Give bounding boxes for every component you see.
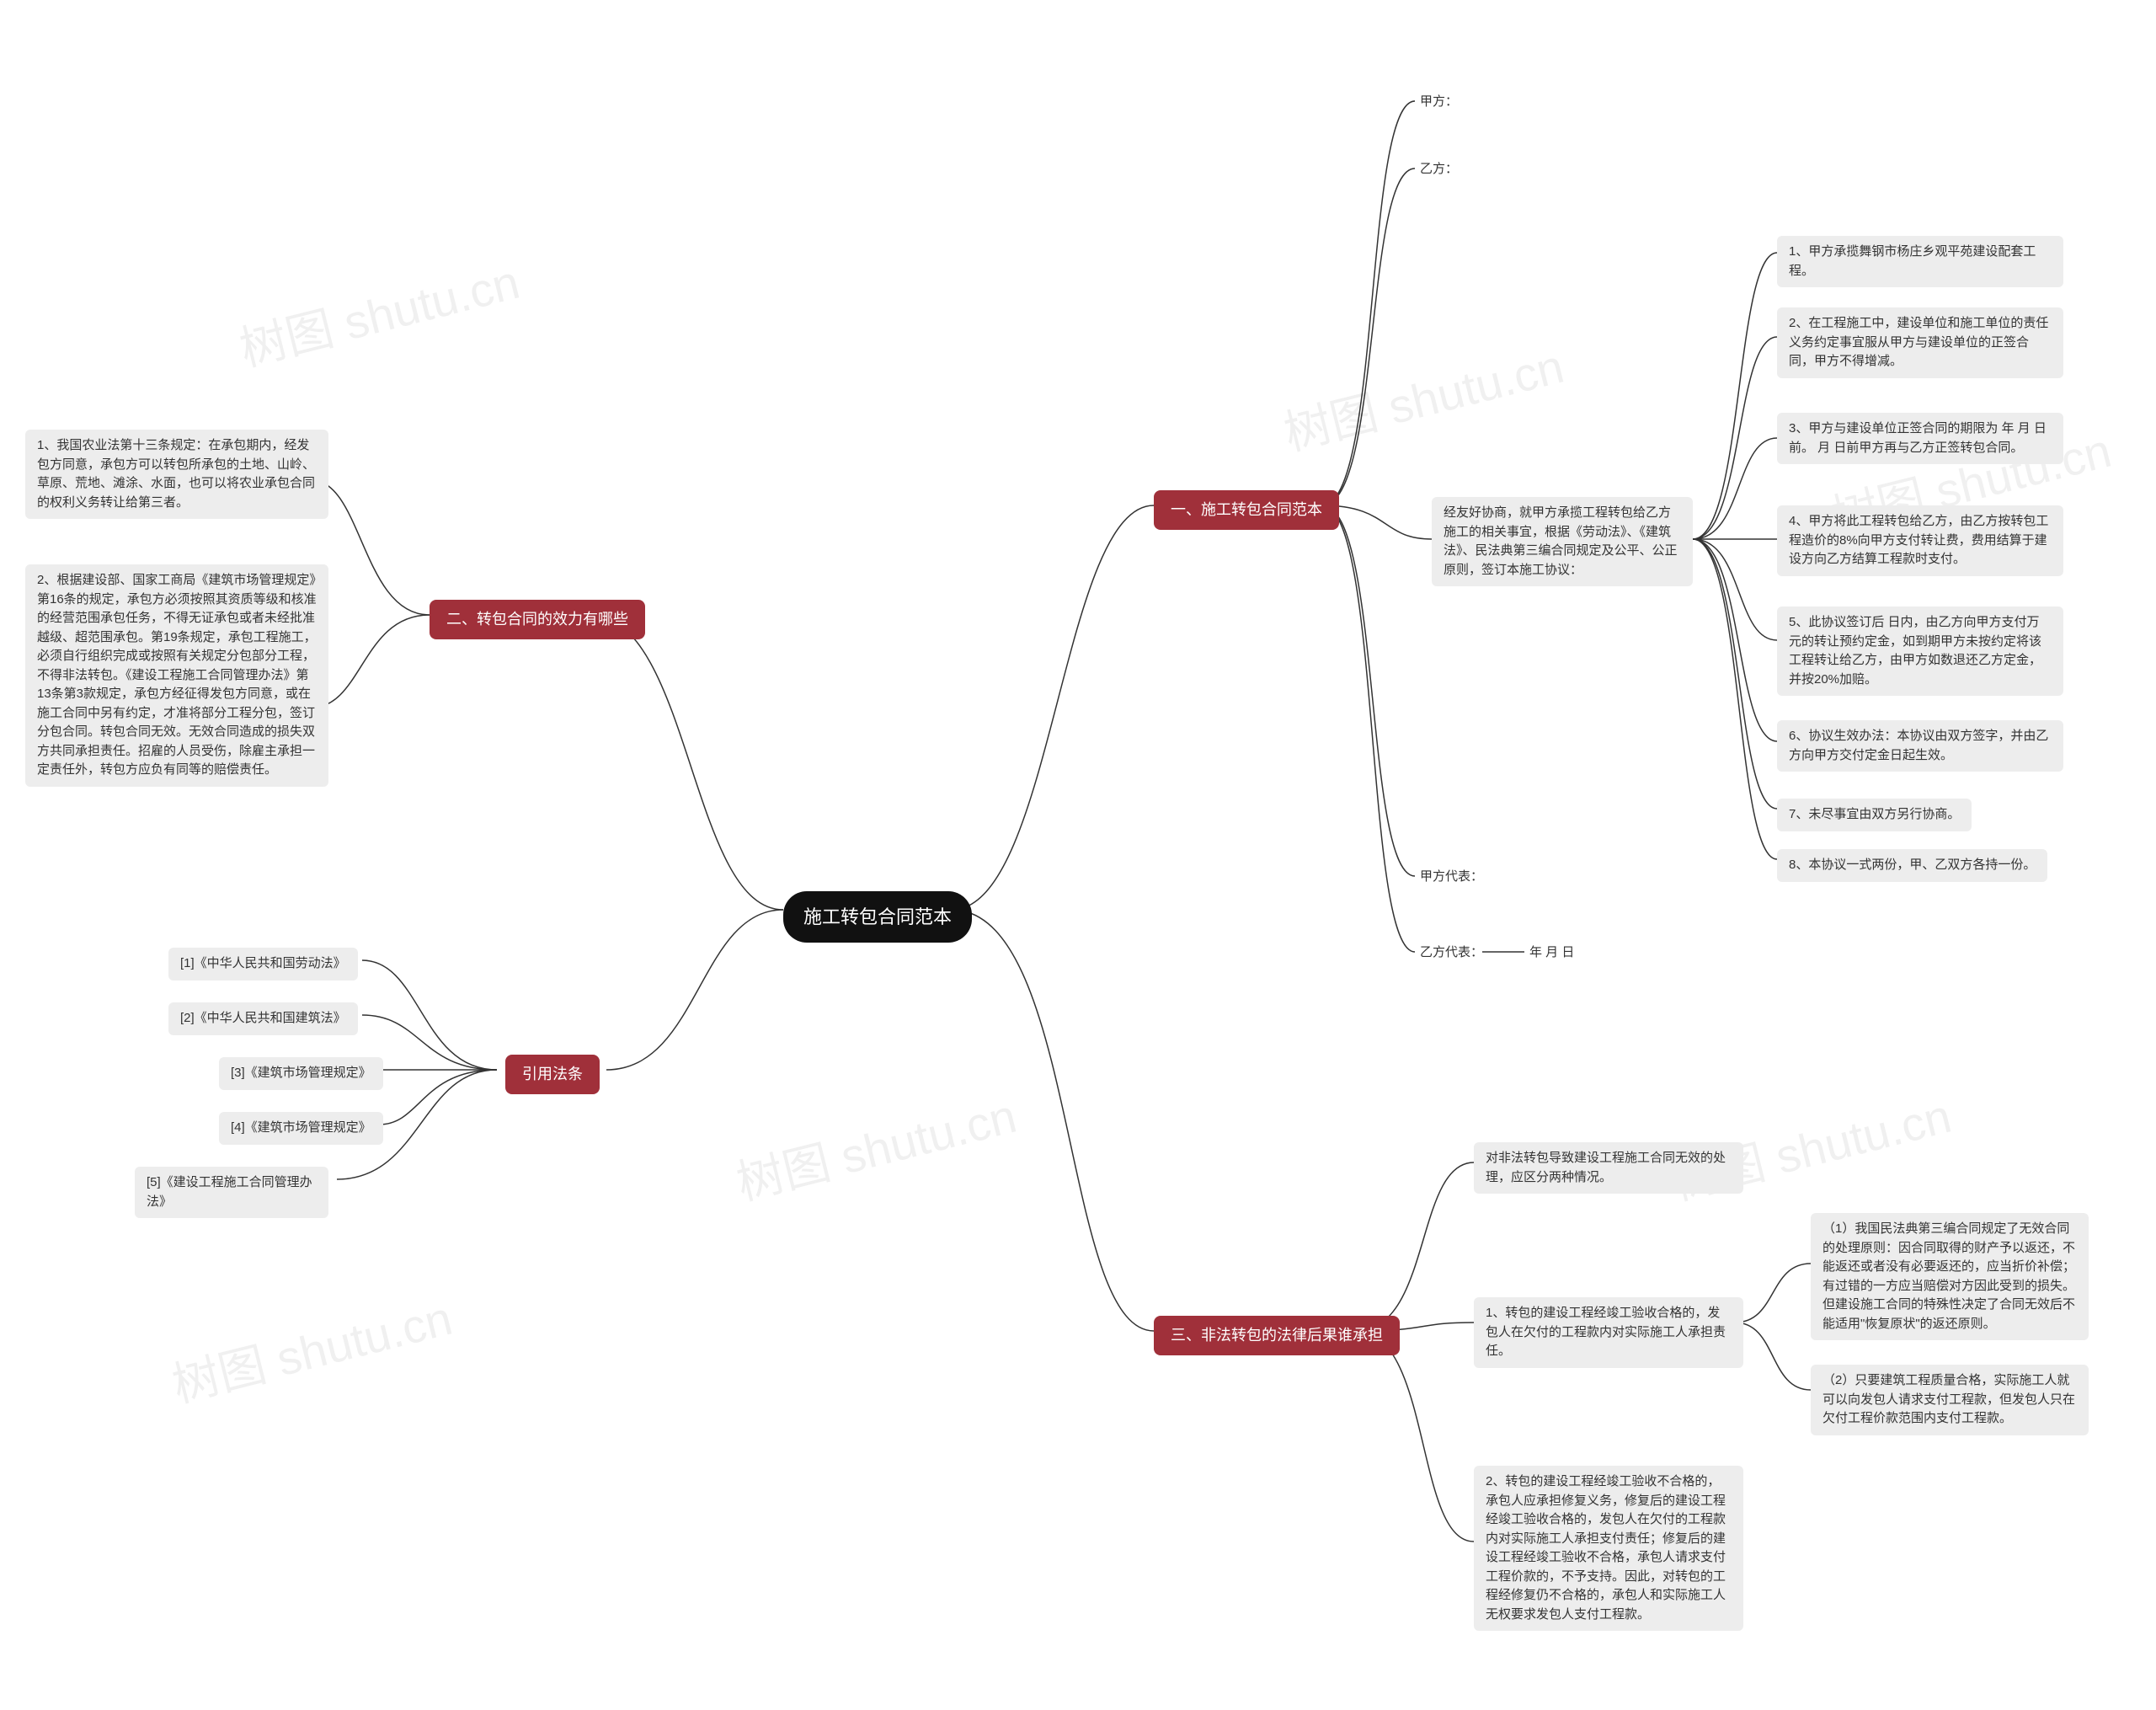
branch-4[interactable]: 引用法条 <box>505 1055 600 1094</box>
branch4-item-1: [1]《中华人民共和国劳动法》 <box>168 948 358 981</box>
branch2-item-1: 1、我国农业法第十三条规定：在承包期内，经发包方同意，承包方可以转包所承包的土地… <box>25 430 328 519</box>
watermark: 树图 shutu.cn <box>232 244 526 380</box>
branch1-item-6: 6、协议生效办法：本协议由双方签字，并由乙方向甲方交付定金日起生效。 <box>1777 720 2063 772</box>
branch1-item-3: 3、甲方与建设单位正签合同的期限为 年 月 日前。 月 日前甲方再与乙方正签转包… <box>1777 413 2063 464</box>
branch1-item-7: 7、未尽事宜由双方另行协商。 <box>1777 799 1972 831</box>
branch4-item-4: [4]《建筑市场管理规定》 <box>219 1112 383 1145</box>
branch3-item-1-sub-2: （2）只要建筑工程质量合格，实际施工人就可以向发包人请求支付工程款，但发包人只在… <box>1811 1365 2089 1435</box>
branch-2[interactable]: 二、转包合同的效力有哪些 <box>430 600 645 639</box>
root-node[interactable]: 施工转包合同范本 <box>783 891 972 943</box>
branch4-item-3: [3]《建筑市场管理规定》 <box>219 1057 383 1090</box>
branch1-item-8: 8、本协议一式两份，甲、乙双方各持一份。 <box>1777 849 2047 882</box>
branch4-item-2: [2]《中华人民共和国建筑法》 <box>168 1002 358 1035</box>
branch1-item-1: 1、甲方承揽舞钢市杨庄乡观平苑建设配套工程。 <box>1777 236 2063 287</box>
branch3-item-1: 1、转包的建设工程经竣工验收合格的，发包人在欠付的工程款内对实际施工人承担责任。 <box>1474 1297 1743 1368</box>
branch-1[interactable]: 一、施工转包合同范本 <box>1154 490 1339 530</box>
branch1-repB: 乙方代表： <box>1415 942 1488 965</box>
branch3-item-1-sub-1: （1）我国民法典第三编合同规定了无效合同的处理原则：因合同取得的财产予以返还，不… <box>1811 1213 2089 1340</box>
branch1-date: 年 月 日 <box>1524 942 1579 965</box>
branch1-partyB: 乙方： <box>1415 158 1463 181</box>
branch1-intro: 经友好协商，就甲方承揽工程转包给乙方施工的相关事宜，根据《劳动法》、《建筑法》、… <box>1432 497 1693 586</box>
watermark: 树图 shutu.cn <box>728 1078 1022 1214</box>
branch1-item-5: 5、此协议签订后 日内，由乙方向甲方支付万元的转让预约定金，如到期甲方未按约定将… <box>1777 607 2063 696</box>
branch4-item-5: [5]《建设工程施工合同管理办法》 <box>135 1167 328 1218</box>
watermark: 树图 shutu.cn <box>164 1280 458 1416</box>
branch-3[interactable]: 三、非法转包的法律后果谁承担 <box>1154 1316 1400 1355</box>
branch1-partyA: 甲方： <box>1415 91 1463 114</box>
branch3-item-2: 2、转包的建设工程经竣工验收不合格的，承包人应承担修复义务，修复后的建设工程经竣… <box>1474 1466 1743 1631</box>
branch1-item-4: 4、甲方将此工程转包给乙方，由乙方按转包工程造价的8%向甲方支付转让费，费用结算… <box>1777 505 2063 576</box>
branch1-item-2: 2、在工程施工中，建设单位和施工单位的责任义务约定事宜服从甲方与建设单位的正签合… <box>1777 307 2063 378</box>
branch1-repA: 甲方代表： <box>1415 866 1488 889</box>
branch2-item-2: 2、根据建设部、国家工商局《建筑市场管理规定》第16条的规定，承包方必须按照其资… <box>25 564 328 787</box>
branch3-intro: 对非法转包导致建设工程施工合同无效的处理，应区分两种情况。 <box>1474 1142 1743 1194</box>
watermark: 树图 shutu.cn <box>1276 329 1570 464</box>
